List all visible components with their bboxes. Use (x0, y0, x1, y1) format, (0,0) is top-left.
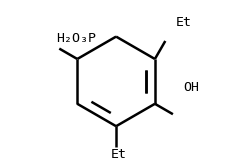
Text: OH: OH (183, 81, 199, 94)
Text: Et: Et (176, 16, 192, 30)
Text: Et: Et (110, 148, 126, 161)
Text: H₂O₃P: H₂O₃P (56, 33, 96, 46)
